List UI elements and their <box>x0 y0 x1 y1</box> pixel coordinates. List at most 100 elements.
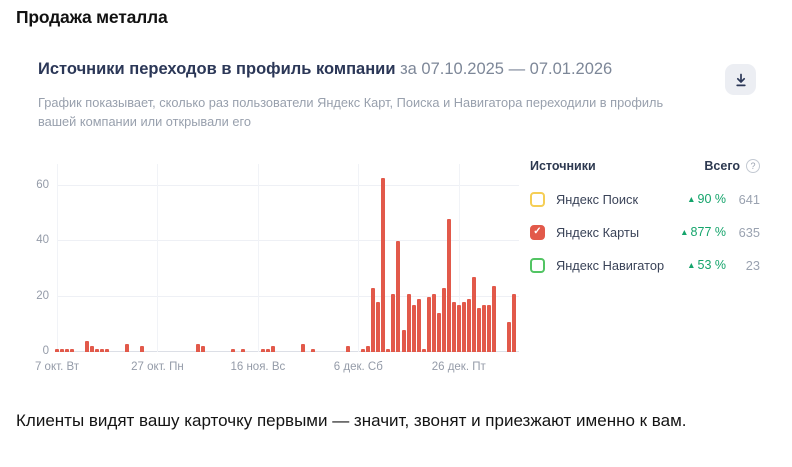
legend-label: Яндекс Навигатор <box>556 257 665 273</box>
chart-bar[interactable] <box>366 346 371 352</box>
chart-bar[interactable] <box>361 349 366 352</box>
legend: Источники Всего ? Яндекс Поиск ▲ 90 % 641… <box>530 158 760 290</box>
chart-bar[interactable] <box>441 288 446 352</box>
chart-bar[interactable] <box>481 305 486 352</box>
chart-bar[interactable] <box>65 349 70 352</box>
chart-bar[interactable] <box>95 349 100 352</box>
chart-bar[interactable] <box>60 349 65 352</box>
x-tick-label: 26 дек. Пт <box>431 361 486 373</box>
chart-bar[interactable] <box>371 288 376 352</box>
chart-bar[interactable] <box>471 277 476 352</box>
chart-bar[interactable] <box>491 285 496 352</box>
chart-bar[interactable] <box>55 349 59 352</box>
chart-bar[interactable] <box>100 349 105 352</box>
y-tick-label: 20 <box>36 289 49 302</box>
checkbox-yandex-search[interactable] <box>530 191 545 207</box>
chart-bar[interactable] <box>140 346 145 352</box>
chart-bar[interactable] <box>386 349 391 352</box>
legend-label: Яндекс Карты <box>556 224 640 240</box>
trend-up-icon: ▲ <box>687 194 696 204</box>
checkbox-yandex-maps[interactable]: ✓ <box>530 224 545 240</box>
total-value: 641 <box>738 191 760 207</box>
chart-bar[interactable] <box>230 349 235 352</box>
chart-bar[interactable] <box>426 296 431 352</box>
chart-bar[interactable] <box>346 346 351 352</box>
gridline-horizontal <box>57 295 519 297</box>
x-axis-labels: 7 окт. Вт 27 окт. Пн 16 ноя. Вс 6 дек. Сб 26… <box>35 352 519 378</box>
chart-bar[interactable] <box>461 302 466 352</box>
gridline-vertical <box>57 164 58 352</box>
delta-value: ▲ 90 % <box>687 192 726 206</box>
delta-value: ▲ 877 % <box>680 225 726 239</box>
gridline-horizontal <box>57 185 519 187</box>
gridline-vertical <box>257 164 259 352</box>
chart-bar[interactable] <box>511 293 516 352</box>
chart-bar[interactable] <box>260 349 265 352</box>
y-tick-label: 60 <box>36 179 49 192</box>
chart-bar[interactable] <box>416 299 421 352</box>
x-tick-label: 7 окт. Вт <box>34 361 80 373</box>
x-tick-label: 6 дек. Сб <box>333 361 383 373</box>
total-value: 635 <box>738 224 760 240</box>
chart-bar[interactable] <box>431 293 436 352</box>
legend-header: Источники Всего ? <box>530 158 760 174</box>
total-value: 23 <box>745 257 760 273</box>
x-tick-label: 16 ноя. Вс <box>230 361 286 373</box>
legend-row-yandex-maps: ✓ Яндекс Карты ▲ 877 % 635 <box>530 224 760 240</box>
chart-bar[interactable] <box>70 349 75 352</box>
gridline-horizontal <box>57 240 519 242</box>
legend-row-yandex-search: Яндекс Поиск ▲ 90 % 641 <box>530 191 760 207</box>
legend-header-sources: Источники <box>530 159 596 173</box>
chart-bar[interactable] <box>456 305 461 352</box>
y-tick-label: 40 <box>36 234 49 247</box>
chart-bar[interactable] <box>401 329 406 352</box>
legend-row-yandex-navigator: Яндекс Навигатор ▲ 53 % 23 <box>530 257 760 273</box>
chart-bar[interactable] <box>396 241 401 352</box>
y-axis-labels: 0 20 40 60 <box>20 164 49 357</box>
chart-bar[interactable] <box>406 293 411 352</box>
chart-plot <box>55 164 519 352</box>
chart-bar[interactable] <box>436 313 441 352</box>
chart-bar[interactable] <box>446 219 451 352</box>
chart-bar[interactable] <box>195 343 200 352</box>
chart-bar[interactable] <box>421 349 426 352</box>
chart-bar[interactable] <box>451 302 456 352</box>
sources-widget-card: Источники переходов в профиль компании з… <box>20 46 780 394</box>
chart-bar[interactable] <box>311 349 316 352</box>
chart-bar[interactable] <box>240 349 245 352</box>
x-axis-baseline <box>57 351 519 352</box>
chart-bar[interactable] <box>391 293 396 352</box>
chart-bar[interactable] <box>200 346 205 352</box>
transitions-chart: 0 20 40 60 7 окт. Вт 27 окт. Пн 16 ноя. Вс 6 д… <box>20 164 780 394</box>
gridline-vertical <box>458 164 460 352</box>
chart-bar[interactable] <box>270 346 275 352</box>
chart-bar[interactable] <box>125 343 130 352</box>
chart-bar[interactable] <box>376 302 381 352</box>
chart-bar[interactable] <box>381 177 386 352</box>
trend-up-icon: ▲ <box>680 227 689 237</box>
delta-value: ▲ 53 % <box>687 258 726 272</box>
widget-title: Источники переходов в профиль компании <box>38 60 396 78</box>
download-icon <box>734 73 748 87</box>
x-tick-label: 27 окт. Пн <box>131 361 184 373</box>
chart-bar[interactable] <box>301 343 306 352</box>
legend-label: Яндекс Поиск <box>556 191 639 207</box>
chart-bar[interactable] <box>265 349 270 352</box>
download-button[interactable] <box>725 64 756 95</box>
trend-up-icon: ▲ <box>687 260 696 270</box>
checkbox-yandex-navigator[interactable] <box>530 257 545 273</box>
chart-bar[interactable] <box>486 305 491 352</box>
chart-bar[interactable] <box>506 321 511 352</box>
chart-bar[interactable] <box>85 340 90 352</box>
help-icon[interactable]: ? <box>746 159 760 173</box>
chart-bar[interactable] <box>90 346 95 352</box>
chart-bar[interactable] <box>476 307 481 352</box>
chart-bar[interactable] <box>411 305 416 352</box>
chart-bar[interactable] <box>466 299 471 352</box>
widget-description: График показывает, сколько раз пользоват… <box>38 95 664 129</box>
y-tick-label: 0 <box>42 345 49 357</box>
chart-bar[interactable] <box>105 349 110 352</box>
legend-header-total: Всего <box>704 159 740 173</box>
date-range: за 07.10.2025 — 07.01.2026 <box>400 60 613 78</box>
